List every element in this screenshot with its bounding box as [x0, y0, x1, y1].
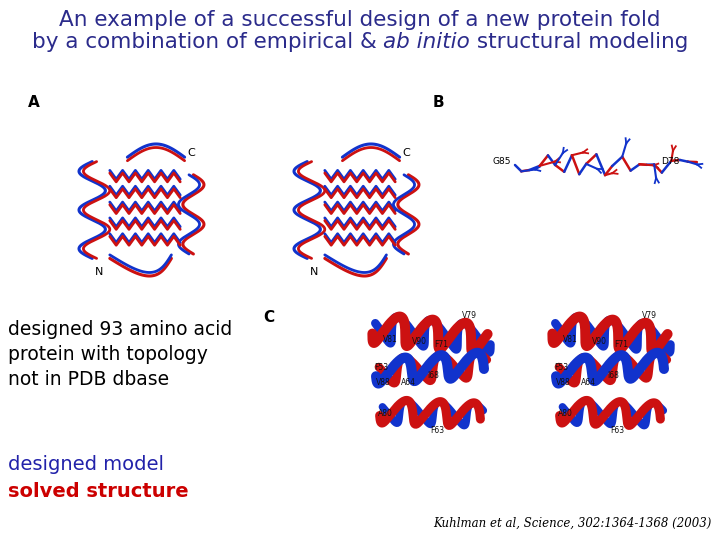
Text: V81: V81 [383, 335, 397, 343]
Text: C: C [402, 148, 410, 158]
Text: F71: F71 [613, 340, 628, 349]
Text: An example of a successful design of a new protein fold: An example of a successful design of a n… [59, 10, 661, 30]
Text: N: N [95, 267, 104, 276]
Text: C: C [187, 148, 194, 158]
Text: Kuhlman et al, Science, 302:1364-1368 (2003): Kuhlman et al, Science, 302:1364-1368 (2… [433, 517, 712, 530]
Text: N: N [310, 267, 318, 276]
Text: B: B [433, 95, 445, 110]
Text: A80: A80 [378, 409, 393, 418]
Text: F71: F71 [433, 340, 448, 349]
Text: I68: I68 [428, 370, 439, 380]
Text: V90: V90 [592, 337, 607, 346]
Text: V81: V81 [563, 335, 577, 343]
Text: I68: I68 [608, 370, 619, 380]
Text: F53: F53 [374, 363, 388, 373]
Text: ab initio: ab initio [383, 32, 470, 52]
Text: protein with topology: protein with topology [8, 345, 208, 364]
Text: solved structure: solved structure [8, 482, 189, 501]
Text: not in PDB dbase: not in PDB dbase [8, 370, 169, 389]
Text: V88: V88 [376, 378, 390, 387]
Text: V88: V88 [556, 378, 570, 387]
Text: designed model: designed model [8, 455, 164, 474]
Text: F63: F63 [610, 426, 624, 435]
Text: D78: D78 [661, 157, 680, 166]
Text: structural modeling: structural modeling [470, 32, 688, 52]
Text: designed 93 amino acid: designed 93 amino acid [8, 320, 233, 339]
Text: V79: V79 [642, 311, 657, 320]
Text: A64: A64 [581, 378, 596, 387]
Text: V79: V79 [462, 311, 477, 320]
Text: G85: G85 [492, 157, 511, 166]
Text: F63: F63 [430, 426, 444, 435]
Text: by a combination of empirical &: by a combination of empirical & [32, 32, 383, 52]
Text: A: A [28, 95, 40, 110]
Text: C: C [263, 310, 274, 325]
Text: V90: V90 [412, 337, 427, 346]
Text: A80: A80 [558, 409, 573, 418]
Text: F53: F53 [554, 363, 568, 373]
Text: A64: A64 [401, 378, 416, 387]
